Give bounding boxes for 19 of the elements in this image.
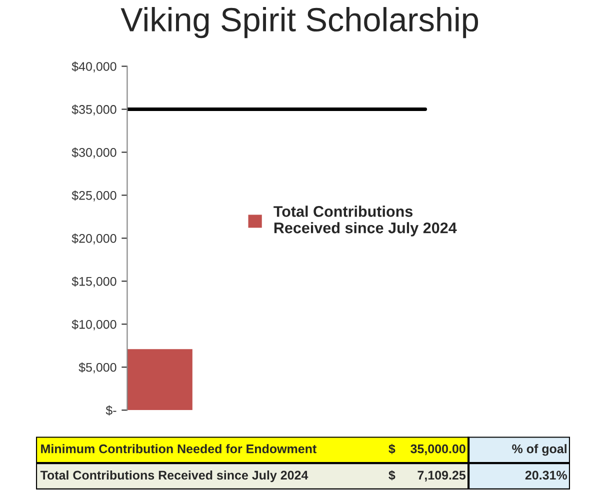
- y-tick-label: $40,000: [72, 62, 116, 72]
- y-tick-label: $-: [106, 405, 116, 416]
- y-tick-label: $20,000: [72, 233, 116, 244]
- y-tick-label: $25,000: [72, 190, 116, 202]
- text: 7,109.25: [418, 470, 466, 482]
- y-tick-label: $5,000: [78, 362, 116, 374]
- text: 20.31%: [525, 470, 568, 480]
- y-tick-label: $30,000: [72, 148, 116, 158]
- text: Total Contributions Received since July 2024: [40, 470, 308, 482]
- y-tick-label: $35,000: [72, 104, 116, 116]
- text: % of goal: [512, 444, 566, 456]
- text: Minimum Contribution Needed for Endowment: [41, 444, 316, 454]
- chart-title: Viking Spirit Scholarship: [120, 7, 478, 38]
- y-tick-label: $15,000: [72, 276, 116, 288]
- legend-label: Total Contributions Received since July 2024: [274, 206, 457, 236]
- y-tick-label: $10,000: [72, 319, 116, 330]
- text: 35,000.00: [410, 444, 466, 456]
- text: $: [388, 444, 396, 454]
- text: $: [388, 470, 396, 480]
